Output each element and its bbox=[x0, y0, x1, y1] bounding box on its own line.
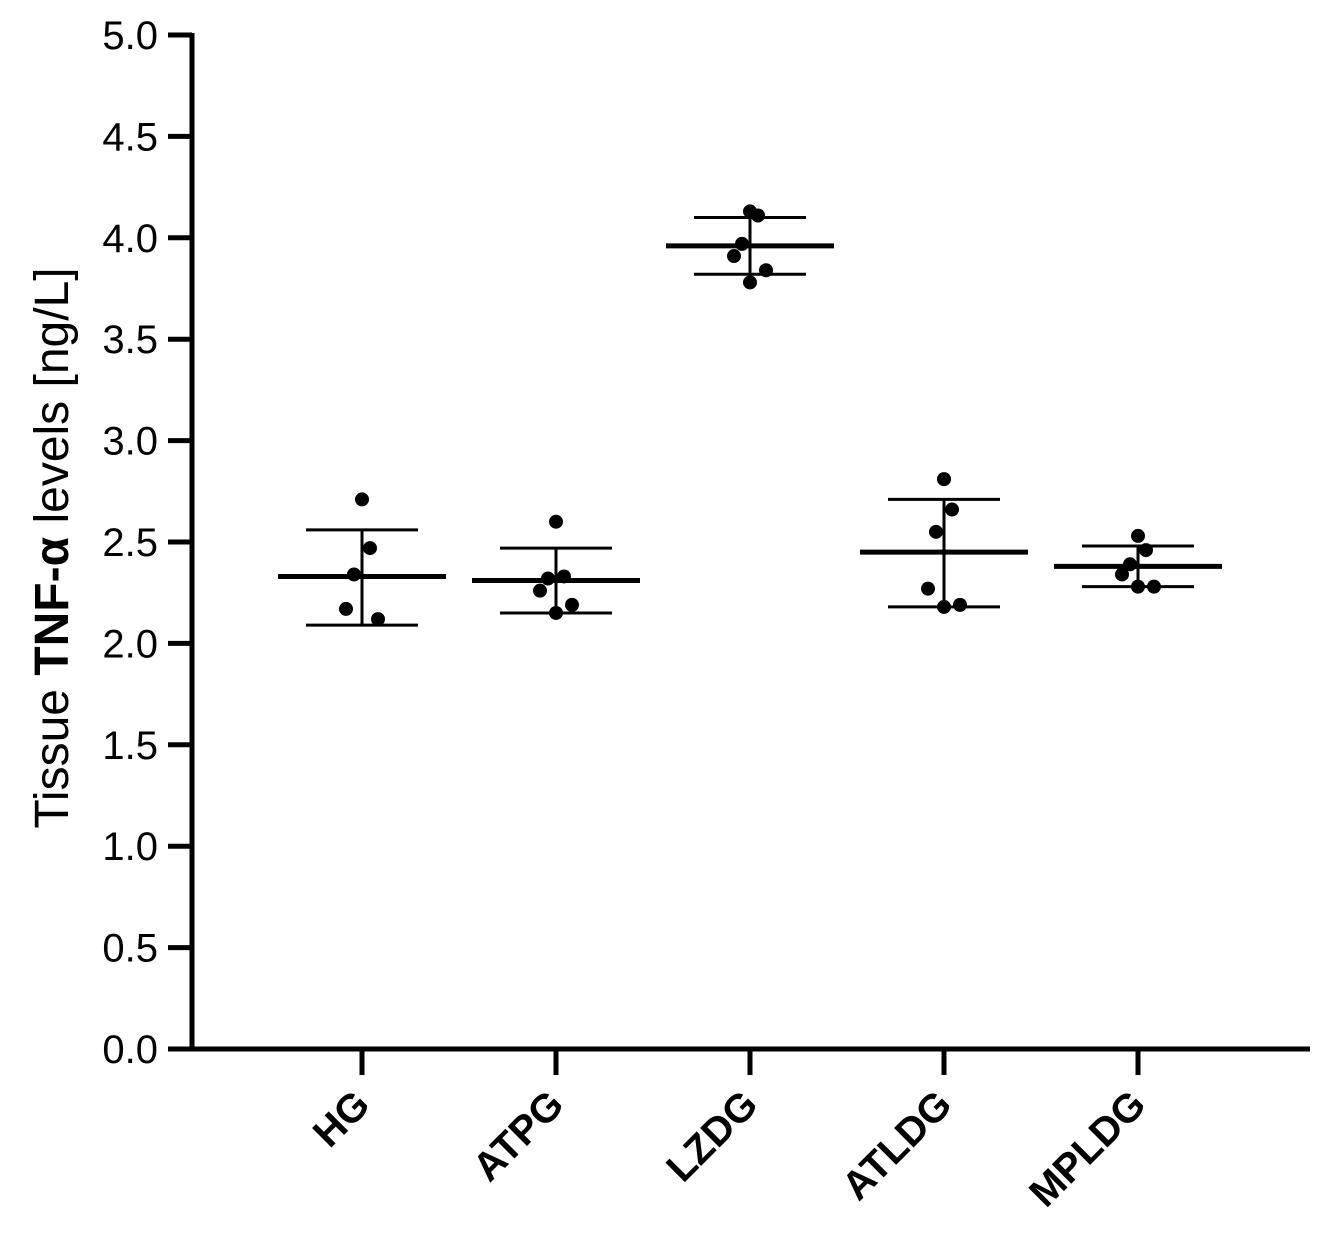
data-point bbox=[339, 601, 353, 616]
data-point bbox=[1131, 579, 1145, 594]
y-tick-label: 4.0 bbox=[102, 217, 158, 261]
x-category-label: ATPG bbox=[465, 1082, 573, 1190]
y-axis-title-prefix: Tissue bbox=[26, 676, 79, 829]
y-axis-title-bold: TNF-α bbox=[26, 536, 79, 675]
data-point bbox=[541, 571, 555, 586]
group-atpg bbox=[472, 514, 640, 620]
y-tick-label: 0.0 bbox=[102, 1028, 158, 1072]
y-tick-label: 3.5 bbox=[102, 318, 158, 362]
y-tick-label: 2.0 bbox=[102, 622, 158, 666]
data-point bbox=[533, 583, 547, 598]
x-category-label: HG bbox=[305, 1082, 379, 1156]
data-point bbox=[937, 472, 951, 487]
data-point bbox=[1131, 528, 1145, 543]
chart-marks bbox=[278, 204, 1222, 627]
data-point bbox=[1123, 557, 1137, 572]
data-point bbox=[363, 541, 377, 556]
y-tick-label: 0.5 bbox=[102, 927, 158, 971]
y-axis-title: Tissue TNF-α levels [ng/L] bbox=[26, 267, 79, 828]
data-point bbox=[565, 597, 579, 612]
data-point bbox=[937, 599, 951, 614]
data-point bbox=[759, 263, 773, 278]
y-tick-label: 2.5 bbox=[102, 521, 158, 565]
group-atldg bbox=[860, 472, 1028, 614]
y-tick-label: 1.5 bbox=[102, 724, 158, 768]
data-point bbox=[743, 275, 757, 290]
data-point bbox=[1147, 579, 1161, 594]
data-point bbox=[347, 567, 361, 582]
data-point bbox=[735, 236, 749, 251]
data-point bbox=[1139, 543, 1153, 558]
data-point bbox=[945, 502, 959, 517]
data-point bbox=[727, 249, 741, 264]
data-point bbox=[371, 612, 385, 627]
x-category-label: ATLDG bbox=[834, 1082, 960, 1208]
data-point bbox=[953, 597, 967, 612]
data-point bbox=[1115, 567, 1129, 582]
group-lzdg bbox=[666, 204, 834, 290]
data-point bbox=[557, 569, 571, 584]
data-point bbox=[549, 514, 563, 529]
data-point bbox=[921, 581, 935, 596]
data-point bbox=[355, 492, 369, 507]
data-point bbox=[929, 524, 943, 539]
x-category-label: LZDG bbox=[658, 1082, 766, 1190]
axes: 0.0 0.5 1.0 1.5 2.0 2.5 3.0 3.5 4.0 4.5 5.0 HG ATPG L… bbox=[102, 14, 1310, 1215]
group-hg bbox=[278, 492, 446, 627]
data-point bbox=[549, 605, 563, 620]
x-category-label: MPLDG bbox=[1021, 1082, 1154, 1215]
y-tick-label: 4.5 bbox=[102, 115, 158, 159]
y-tick-label: 1.0 bbox=[102, 825, 158, 869]
y-tick-label: 5.0 bbox=[102, 14, 158, 58]
y-axis-title-suffix: levels [ng/L] bbox=[26, 267, 79, 536]
data-point bbox=[751, 208, 765, 223]
y-tick-label: 3.0 bbox=[102, 420, 158, 464]
group-mpldg bbox=[1054, 528, 1222, 594]
